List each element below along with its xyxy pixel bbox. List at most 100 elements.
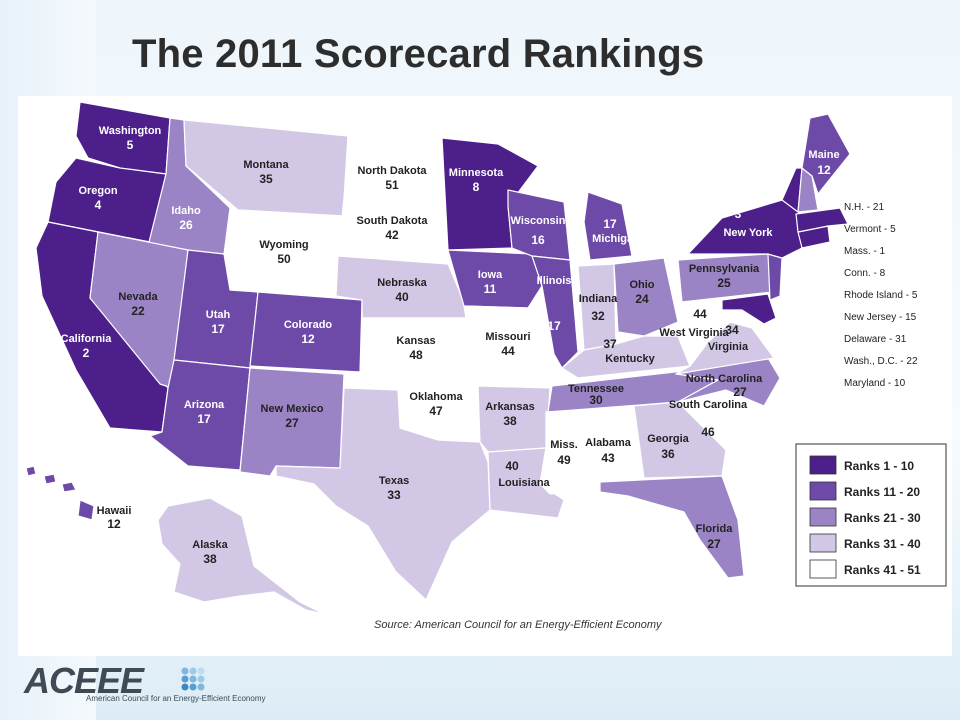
label-alabama-rank: 43 bbox=[601, 451, 615, 465]
note-delaware: Delaware - 31 bbox=[844, 334, 907, 345]
label-north-dakota-rank: 51 bbox=[385, 178, 399, 192]
label-hawaii-name: Hawaii bbox=[97, 505, 132, 517]
note-mass: Mass. - 1 bbox=[844, 246, 886, 257]
label-ohio-name: Ohio bbox=[629, 279, 654, 291]
label-indiana-name: Indiana bbox=[579, 293, 618, 305]
label-mississippi-name: Miss. bbox=[550, 439, 578, 451]
label-iowa-rank: 11 bbox=[484, 282, 497, 296]
label-alaska-name: Alaska bbox=[192, 539, 228, 551]
state-labels: Washington 5 Oregon 4 California 2 Idaho… bbox=[61, 125, 840, 566]
legend-label-41-51: Ranks 41 - 51 bbox=[844, 563, 921, 577]
label-arkansas-name: Arkansas bbox=[485, 401, 535, 413]
legend-swatch-11-20 bbox=[809, 481, 837, 501]
label-new-york-name: New York bbox=[723, 227, 773, 239]
label-tennessee-rank: 30 bbox=[589, 393, 603, 407]
label-wyoming-name: Wyoming bbox=[259, 239, 308, 251]
note-conn: Conn. - 8 bbox=[844, 268, 886, 279]
label-south-carolina-name: South Carolina bbox=[669, 399, 748, 411]
state-iowa bbox=[447, 249, 543, 309]
label-kansas-rank: 48 bbox=[409, 348, 423, 362]
note-nh: N.H. - 21 bbox=[844, 202, 884, 213]
label-oregon-name: Oregon bbox=[78, 185, 117, 197]
label-idaho-name: Idaho bbox=[171, 205, 201, 217]
label-georgia-rank: 36 bbox=[661, 447, 675, 461]
label-oklahoma-rank: 47 bbox=[429, 404, 443, 418]
label-minnesota-rank: 8 bbox=[473, 180, 480, 194]
label-mississippi-rank: 49 bbox=[557, 453, 571, 467]
legend-swatch-41-51 bbox=[809, 559, 837, 579]
legend-swatch-21-30 bbox=[809, 507, 837, 527]
label-arkansas-rank: 38 bbox=[503, 414, 517, 428]
label-texas-name: Texas bbox=[379, 475, 409, 487]
label-louisiana-name: Louisiana bbox=[498, 477, 550, 489]
label-alabama-name: Alabama bbox=[585, 437, 632, 449]
label-west-virginia-name: West Virginia bbox=[659, 327, 729, 339]
label-south-dakota-rank: 42 bbox=[385, 228, 399, 242]
label-california-name: California bbox=[61, 333, 113, 345]
label-nebraska-rank: 40 bbox=[395, 290, 409, 304]
label-pennsylvania-rank: 25 bbox=[717, 276, 731, 290]
label-florida-name: Florida bbox=[696, 523, 734, 535]
label-new-mexico-name: New Mexico bbox=[261, 403, 324, 415]
us-map-svg: Washington 5 Oregon 4 California 2 Idaho… bbox=[25, 101, 947, 631]
logo-dots-icon bbox=[181, 667, 205, 691]
label-oregon-rank: 4 bbox=[95, 198, 102, 212]
label-arizona-rank: 17 bbox=[197, 412, 211, 426]
label-north-carolina-name: North Carolina bbox=[686, 373, 763, 385]
label-georgia-name: Georgia bbox=[647, 433, 689, 445]
label-wisconsin-name: Wisconsin bbox=[511, 215, 566, 227]
legend-label-1-10: Ranks 1 - 10 bbox=[844, 459, 914, 473]
label-virginia-name: Virginia bbox=[708, 341, 749, 353]
state-new-jersey bbox=[767, 253, 783, 301]
label-virginia-rank: 34 bbox=[725, 323, 739, 337]
legend: Ranks 1 - 10 Ranks 11 - 20 Ranks 21 - 30… bbox=[795, 443, 947, 587]
scorecard-map: Washington 5 Oregon 4 California 2 Idaho… bbox=[18, 96, 952, 656]
note-rhode-island: Rhode Island - 5 bbox=[844, 290, 918, 301]
label-new-mexico-rank: 27 bbox=[285, 416, 299, 430]
label-hawaii-rank: 12 bbox=[107, 517, 121, 531]
state-maryland-delaware bbox=[721, 293, 777, 325]
label-wyoming-rank: 50 bbox=[277, 252, 291, 266]
state-nevada bbox=[89, 231, 189, 389]
label-utah-rank: 17 bbox=[211, 322, 225, 336]
label-michigan-name: Michigan bbox=[592, 233, 640, 245]
legend-label-21-30: Ranks 21 - 30 bbox=[844, 511, 921, 525]
note-new-jersey: New Jersey - 15 bbox=[844, 312, 917, 323]
label-missouri-rank: 44 bbox=[501, 344, 515, 358]
label-pennsylvania-name: Pennsylvania bbox=[689, 263, 760, 275]
label-north-carolina-rank: 27 bbox=[733, 385, 747, 399]
aceee-logo: ACEEE American Council for an Energy-Eff… bbox=[24, 660, 266, 712]
label-alaska-rank: 38 bbox=[203, 552, 217, 566]
label-new-york-rank: 3 bbox=[735, 207, 742, 221]
label-colorado-name: Colorado bbox=[284, 319, 333, 331]
label-florida-rank: 27 bbox=[707, 537, 721, 551]
label-minnesota-name: Minnesota bbox=[449, 167, 504, 179]
note-dc: Wash., D.C. - 22 bbox=[844, 356, 918, 367]
label-texas-rank: 33 bbox=[387, 488, 401, 502]
note-maryland: Maryland - 10 bbox=[844, 378, 906, 389]
label-missouri-name: Missouri bbox=[485, 331, 530, 343]
small-state-notes: N.H. - 21 Vermont - 5 Mass. - 1 Conn. - … bbox=[844, 202, 918, 389]
label-michigan-rank: 17 bbox=[603, 217, 617, 231]
label-maine-rank: 12 bbox=[817, 163, 831, 177]
label-nebraska-name: Nebraska bbox=[377, 277, 427, 289]
legend-label-31-40: Ranks 31 - 40 bbox=[844, 537, 921, 551]
label-washington-rank: 5 bbox=[127, 138, 134, 152]
label-kentucky-rank: 37 bbox=[603, 337, 617, 351]
label-utah-name: Utah bbox=[206, 309, 231, 321]
label-maine-name: Maine bbox=[808, 149, 839, 161]
note-vermont: Vermont - 5 bbox=[844, 224, 896, 235]
state-massachusetts bbox=[795, 207, 849, 233]
label-idaho-rank: 26 bbox=[179, 218, 193, 232]
label-indiana-rank: 32 bbox=[591, 309, 605, 323]
state-maine bbox=[801, 113, 851, 195]
label-ohio-rank: 24 bbox=[635, 292, 649, 306]
label-washington-name: Washington bbox=[99, 125, 162, 137]
label-colorado-rank: 12 bbox=[301, 332, 315, 346]
label-arizona-name: Arizona bbox=[184, 399, 225, 411]
label-north-dakota-name: North Dakota bbox=[357, 165, 427, 177]
state-texas bbox=[275, 387, 491, 601]
label-illinois-name: Illinois bbox=[537, 275, 572, 287]
state-alaska bbox=[157, 497, 325, 615]
legend-swatch-1-10 bbox=[809, 455, 837, 475]
